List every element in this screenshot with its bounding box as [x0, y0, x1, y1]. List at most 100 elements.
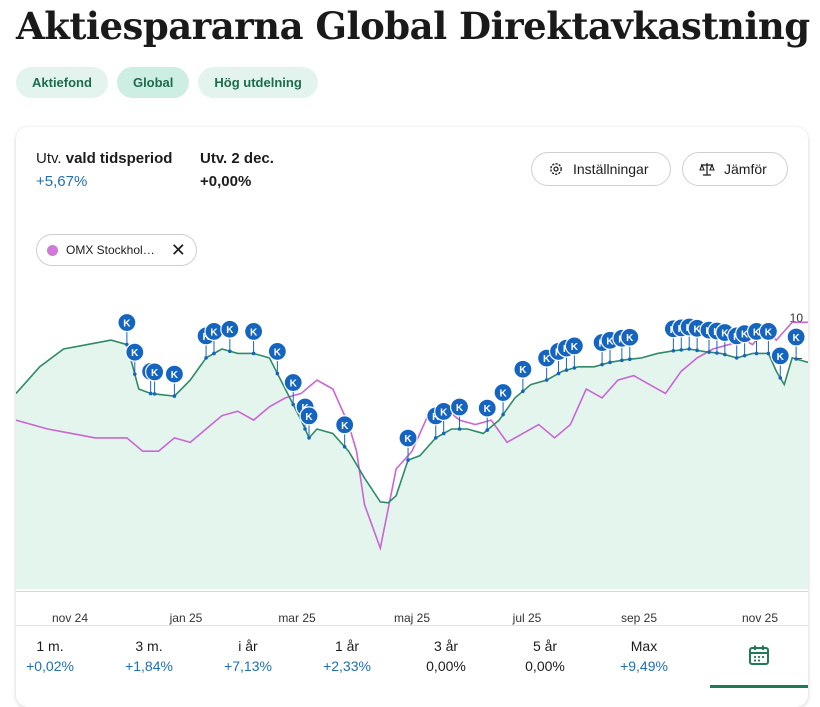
dividend-marker-icon	[117, 312, 137, 333]
dividend-marker-dot	[723, 352, 727, 357]
dividend-marker-icon	[786, 327, 806, 347]
dividend-marker-dot	[628, 357, 632, 362]
dividend-marker-dot	[687, 347, 691, 351]
dividend-marker-label: K	[440, 407, 448, 418]
x-tick-label: mar 25	[278, 611, 316, 625]
dividend-marker-dot	[291, 402, 296, 407]
dividend-marker-dot	[212, 351, 216, 356]
dividend-marker-dot	[521, 389, 525, 394]
dividend-marker-icon	[493, 382, 513, 403]
period-label: i år	[238, 638, 258, 654]
dividend-marker-dot	[307, 436, 311, 440]
period-1m[interactable]: 1 m. +0,02%	[10, 638, 90, 674]
period-value: +2,33%	[323, 658, 371, 674]
calendar-icon	[749, 645, 769, 665]
dividend-marker-label: K	[721, 329, 729, 340]
dividend-marker-dot	[406, 458, 410, 462]
dividend-marker-dot	[441, 431, 446, 436]
dividend-marker-dot	[707, 350, 711, 354]
period-3y[interactable]: 3 år 0,00%	[406, 638, 486, 674]
dividend-marker-label: K	[626, 333, 634, 344]
dividend-marker-icon	[283, 372, 303, 393]
dividend-marker-dot	[620, 358, 624, 363]
compare-button[interactable]: Jämför	[682, 152, 788, 186]
dividend-marker-icon	[244, 321, 264, 342]
period-ytd[interactable]: i år +7,13%	[208, 638, 288, 674]
dividend-marker-dot	[600, 362, 604, 367]
comparison-chip: OMX Stockhol… ✕	[36, 234, 197, 266]
dividend-marker-dot	[125, 342, 129, 347]
dividend-marker-icon	[564, 336, 584, 356]
dividend-marker-label: K	[753, 327, 761, 338]
dividend-marker-label: K	[210, 327, 218, 338]
period-label: 5 år	[532, 638, 558, 654]
dividend-marker-icon	[164, 364, 184, 384]
y-tick-label: 10	[790, 311, 804, 325]
dividend-marker-label: K	[777, 352, 785, 363]
period-return-label-bold: vald tidsperiod	[65, 150, 173, 167]
x-tick-label: nov 25	[742, 611, 778, 625]
dividend-marker-dot	[148, 391, 153, 396]
dividend-marker-dot	[778, 376, 783, 380]
dividend-marker-dot	[572, 366, 577, 370]
settings-button[interactable]: Inställningar	[531, 152, 671, 186]
dividend-marker-icon	[145, 362, 165, 382]
x-axis-line	[16, 591, 808, 592]
dividend-marker-label: K	[274, 347, 282, 358]
x-tick-label: nov 24	[52, 611, 88, 625]
dividend-marker-icon	[513, 359, 533, 379]
dividend-marker-label: K	[765, 327, 773, 338]
dividend-marker-dot	[794, 357, 798, 361]
period-5y[interactable]: 5 år 0,00%	[505, 638, 585, 674]
custom-period-button[interactable]	[710, 626, 808, 688]
close-icon[interactable]: ✕	[170, 240, 186, 260]
dividend-marker-dot	[172, 394, 177, 398]
dividend-marker-label: K	[606, 336, 614, 347]
dividend-marker-dot	[485, 428, 490, 432]
period-return-label: Utv. vald tidsperiod	[36, 150, 172, 167]
dividend-marker-icon	[620, 327, 640, 347]
dividend-marker-label: K	[290, 379, 298, 390]
tag-aktiefond[interactable]: Aktiefond	[16, 67, 108, 98]
period-return: Utv. vald tidsperiod +5,67%	[36, 150, 172, 190]
period-label: 3 m.	[135, 638, 163, 654]
compare-button-label: Jämför	[724, 161, 767, 177]
comparison-chip-label: OMX Stockhol…	[66, 243, 155, 257]
period-label: Max	[630, 638, 658, 654]
x-tick-label: jul 25	[512, 611, 542, 625]
dividend-marker-icon	[267, 341, 287, 362]
x-tick-label: sep 25	[621, 611, 657, 625]
dividend-marker-label: K	[250, 327, 258, 338]
dividend-marker-icon	[770, 346, 790, 366]
period-value: +7,13%	[224, 658, 272, 674]
selected-underline	[710, 685, 808, 688]
dividend-marker-dot	[204, 356, 208, 360]
dividend-marker-dot	[275, 371, 280, 376]
period-return-value: +5,67%	[36, 173, 88, 190]
tag-hog-utdelning[interactable]: Hög utdelning	[198, 67, 318, 98]
dividend-marker-icon	[335, 415, 355, 435]
dividend-marker-dot	[564, 368, 569, 372]
dividend-marker-label: K	[499, 389, 507, 400]
dividend-marker-icon	[449, 397, 470, 417]
dividend-marker-label: K	[171, 370, 179, 381]
period-1y[interactable]: 1 år +2,33%	[307, 638, 387, 674]
dividend-marker-dot	[695, 348, 699, 353]
scale-icon	[699, 163, 715, 176]
comparison-color-dot	[47, 244, 58, 256]
tag-global[interactable]: Global	[116, 67, 190, 98]
period-3m[interactable]: 3 m. +1,84%	[109, 638, 189, 674]
dividend-marker-label: K	[226, 325, 234, 336]
dividend-marker-dot	[544, 378, 549, 382]
dividend-marker-dot	[342, 444, 347, 449]
page-title: Aktiespararna Global Direktavkastning B	[16, 4, 820, 48]
dividend-marker-label: K	[484, 404, 492, 415]
chart-card: Utv. vald tidsperiod +5,67% Utv. 2 dec. …	[16, 127, 808, 707]
x-tick-label: jan 25	[169, 611, 203, 625]
period-max[interactable]: Max +9,49%	[604, 638, 684, 674]
period-value: +9,49%	[620, 658, 668, 674]
dividend-marker-label: K	[151, 368, 159, 379]
period-label: 3 år	[433, 638, 459, 654]
dividend-marker-label: K	[123, 319, 131, 330]
period-value: 0,00%	[525, 658, 565, 674]
